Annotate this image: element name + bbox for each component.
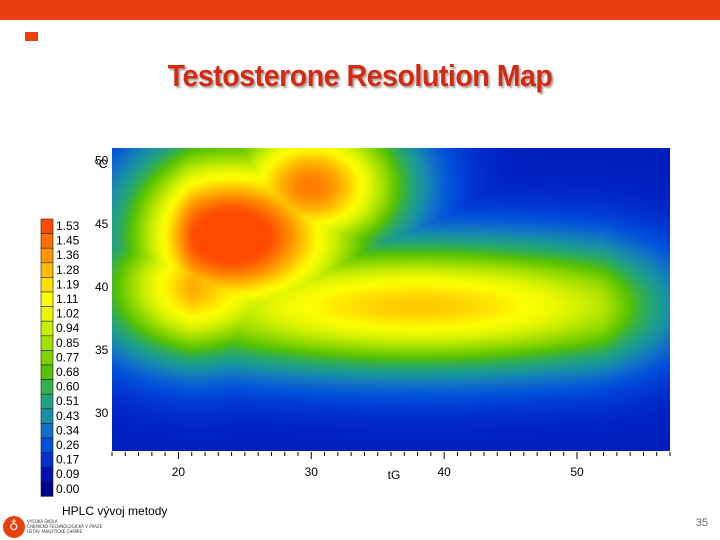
legend-label: 0.60 [56,380,80,394]
legend-swatch [40,364,54,380]
x-axis-label: tG [388,468,401,482]
y-tick-label: 45 [95,217,109,231]
legend-swatch [40,423,54,439]
legend-label: 0.26 [56,438,80,452]
logo-line: VYSOKÁ ŠKOLA [27,519,58,524]
legend-swatch [40,320,54,337]
legend-label: 1.36 [56,248,80,262]
resolution-surface [112,148,670,451]
legend-label: 1.11 [56,292,79,306]
legend-swatch [40,247,54,264]
top-accent-bar [0,0,720,20]
legend-label: 0.00 [56,482,80,496]
university-logo: ♁ [3,516,25,538]
legend-label: 0.09 [56,467,80,481]
y-tick-label: 35 [95,343,109,357]
legend-swatch [40,393,54,410]
corner-accent-mark [25,32,38,41]
logo-line: CHEMICKO-TECHNOLOGICKÁ V PRAZE [27,524,103,529]
legend-label: 0.51 [56,394,80,408]
legend-label: 1.02 [56,307,80,321]
legend-swatch [40,466,54,483]
legend-swatch [40,335,54,351]
legend-label: 0.68 [56,365,80,379]
x-tick-label: 50 [570,465,584,479]
y-axis-label: °C [94,157,108,171]
legend-label: 0.85 [56,336,80,350]
legend-swatch [40,306,54,322]
legend-swatch [40,452,54,468]
legend-swatch [40,218,54,234]
legend-label: 1.28 [56,263,80,277]
legend-label: 0.94 [56,321,80,335]
heatmap-area [112,148,670,451]
x-tick-label: 30 [305,465,319,479]
legend-swatch [40,262,54,278]
legend-swatch [40,291,54,307]
legend-swatch [40,379,54,395]
flask-icon: ♁ [9,519,19,534]
x-tick-label: 40 [437,465,451,479]
legend-swatch [40,233,54,249]
slide-subtitle: HPLC vývoj metody [62,504,168,518]
color-legend: 1.531.451.361.281.191.111.020.940.850.77… [40,218,80,497]
slide-title: Testosterone Resolution Map [167,58,553,93]
legend-label: 1.45 [56,234,80,248]
legend-swatch [40,481,54,497]
legend-label: 0.17 [56,453,80,467]
legend-label: 0.77 [56,350,80,364]
page-number: 35 [695,517,708,529]
x-tick-label: 20 [172,465,186,479]
logo-caption: VYSOKÁ ŠKOLA CHEMICKO-TECHNOLOGICKÁ V PR… [27,519,102,534]
logo-line: ÚSTAV ANALYTICKÉ CHEMIE [27,529,83,534]
legend-swatch [40,277,54,293]
legend-label: 1.19 [56,277,80,291]
legend-swatch [40,408,54,424]
y-tick-label: 40 [95,280,109,294]
legend-label: 0.43 [56,409,80,423]
y-tick-label: 50 [95,154,109,168]
legend-label: 1.53 [56,219,80,233]
legend-swatch [40,437,54,453]
legend-swatch [40,350,54,366]
y-tick-label: 30 [95,406,109,420]
legend-label: 0.34 [56,423,80,437]
